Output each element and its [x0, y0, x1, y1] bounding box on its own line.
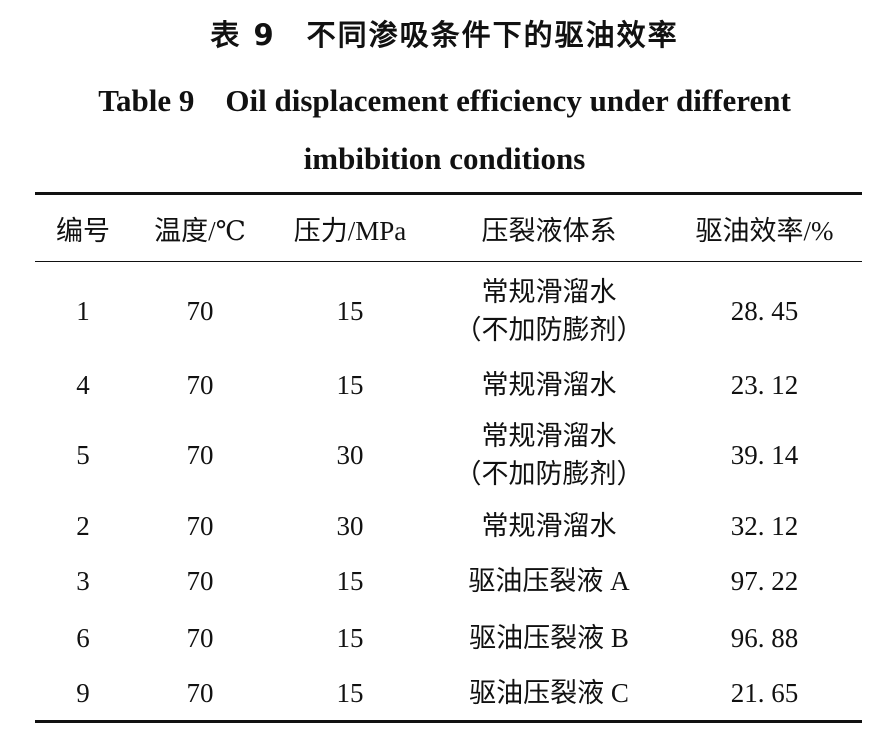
table-row: 1 70 15 常规滑溜水 （不加防膨剂） 28. 45: [35, 262, 862, 360]
table-row: 2 70 30 常规滑溜水 32. 12: [35, 500, 862, 552]
table-cell: 15: [336, 622, 364, 653]
table-row: 4 70 15 常规滑溜水 23. 12: [35, 360, 862, 410]
table-cell: 70: [186, 622, 214, 653]
table-cell: 1: [76, 295, 90, 326]
table-body: 1 70 15 常规滑溜水 （不加防膨剂） 28. 45 4 70 15 常规滑溜水 23. 12 5…: [35, 262, 862, 722]
table-cell: 32. 12: [730, 510, 799, 541]
table-cell: 15: [336, 369, 364, 400]
table-cell: 97. 22: [730, 565, 799, 596]
table-cell: 70: [186, 565, 214, 596]
cell-line: 常规滑溜水: [481, 510, 617, 541]
title-en: Table 9 Oil displacement efficiency unde…: [98, 83, 791, 176]
cell-line: 驱油压裂液 B: [469, 622, 629, 653]
table-cell: 96. 88: [730, 622, 799, 653]
table-cell: 驱油压裂液 C: [431, 666, 667, 722]
table-cell: 2: [76, 510, 90, 541]
table-row: 5 70 30 常规滑溜水 （不加防膨剂） 39. 14: [35, 410, 862, 500]
cell-line: 常规滑溜水: [481, 420, 617, 451]
table-cell: 驱油压裂液 A: [431, 552, 667, 610]
table-cell: 3: [76, 565, 90, 596]
table-cell: 70: [186, 369, 214, 400]
table-row: 9 70 15 驱油压裂液 C 21. 65: [35, 666, 862, 722]
cell-line: （不加防膨剂）: [454, 458, 644, 489]
table-cell: 15: [336, 295, 364, 326]
header-cell: 驱油效率/%: [667, 193, 862, 262]
header-cell: 压裂液体系: [431, 193, 667, 262]
table-cell: 23. 12: [730, 369, 799, 400]
table-row: 6 70 15 驱油压裂液 B 96. 88: [35, 610, 862, 666]
table-cell: 28. 45: [730, 295, 799, 326]
table-cell: 15: [336, 677, 364, 708]
table-row: 3 70 15 驱油压裂液 A 97. 22: [35, 552, 862, 610]
table-cell: 70: [186, 677, 214, 708]
table-cell: 21. 65: [730, 677, 799, 708]
cell-line: 常规滑溜水: [481, 276, 617, 307]
cell-line: 常规滑溜水: [481, 369, 617, 400]
table-cell: 常规滑溜水: [431, 360, 667, 410]
table-cell: 驱油压裂液 B: [431, 610, 667, 666]
cell-line: （不加防膨剂）: [454, 314, 644, 345]
table-cell: 9: [76, 677, 90, 708]
header-cell: 压力/MPa: [269, 193, 431, 262]
table-cell: 30: [336, 439, 364, 470]
header-cell: 温度/℃: [131, 193, 269, 262]
table: 编号 温度/℃ 压力/MPa 压裂液体系 驱油效率/% 1 70 15 常规滑溜水 （不加防膨剂…: [35, 192, 862, 723]
table-cell: 常规滑溜水 （不加防膨剂）: [431, 410, 667, 500]
cell-line: 驱油压裂液 A: [468, 565, 630, 596]
header-cell: 编号: [35, 193, 131, 262]
table-cell: 5: [76, 439, 90, 470]
title-cn: 表 9 不同渗吸条件下的驱油效率: [210, 18, 679, 52]
table-cell: 6: [76, 622, 90, 653]
table-cell: 15: [336, 565, 364, 596]
table-cell: 39. 14: [730, 439, 799, 470]
cell-line: 驱油压裂液 C: [469, 677, 629, 708]
table-cell: 常规滑溜水: [431, 500, 667, 552]
table-cell: 常规滑溜水 （不加防膨剂）: [431, 262, 667, 360]
table-cell: 30: [336, 510, 364, 541]
header-row: 编号 温度/℃ 压力/MPa 压裂液体系 驱油效率/%: [35, 193, 862, 262]
table-cell: 4: [76, 369, 90, 400]
table-cell: 70: [186, 295, 214, 326]
table-cell: 70: [186, 510, 214, 541]
table-cell: 70: [186, 439, 214, 470]
